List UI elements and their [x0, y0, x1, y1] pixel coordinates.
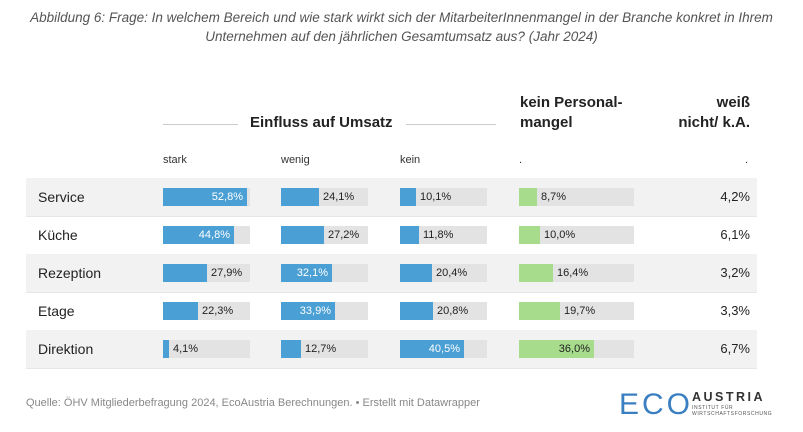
bar-value-label: 27,2% — [328, 229, 360, 241]
bar — [519, 302, 560, 320]
bar-track — [519, 264, 634, 282]
bar — [163, 188, 247, 206]
bar — [519, 188, 537, 206]
bar-value-label: 10,1% — [420, 191, 452, 203]
bar-value-label: 22,3% — [202, 305, 234, 317]
table-row — [26, 216, 757, 254]
bar-value-label: 24,1% — [323, 191, 355, 203]
bar-track — [400, 264, 487, 282]
header-dk-line1: weiß — [716, 94, 750, 111]
bar-value-label: 19,7% — [564, 305, 596, 317]
row-divider — [26, 368, 757, 369]
bar-track — [163, 226, 250, 244]
bar — [400, 302, 433, 320]
bar-value-label: 4,1% — [173, 343, 199, 355]
header-dk-line2: nicht/ k.A. — [678, 114, 750, 131]
bar — [400, 340, 464, 358]
bar-track — [281, 302, 368, 320]
bar — [281, 264, 332, 282]
subheader-wenig: wenig — [281, 154, 310, 166]
bar-track — [519, 302, 634, 320]
bar — [519, 226, 540, 244]
bar-track — [281, 226, 368, 244]
bar — [163, 340, 169, 358]
header-impact: Einfluss auf Umsatz — [250, 114, 393, 131]
row-label: Service — [38, 189, 85, 205]
bar-value-label: 16,4% — [557, 267, 589, 279]
bar — [400, 226, 419, 244]
source-note: Quelle: ÖHV Mitgliederbefragung 2024, Ec… — [26, 397, 480, 409]
bar — [519, 264, 553, 282]
bar-track — [519, 226, 634, 244]
ecoaustria-logo: ECO AUSTRIA INSTITUT FÜR WIRTSCHAFTSFORS… — [619, 388, 772, 421]
bar — [519, 340, 594, 358]
table-row — [26, 254, 757, 292]
logo-mark: ECO — [619, 388, 693, 421]
bar-value-label: 20,4% — [436, 267, 468, 279]
dont-know-value: 6,1% — [720, 227, 750, 242]
bar-value-label: 36,0% — [558, 343, 590, 355]
bar-value-label: 32,1% — [296, 267, 328, 279]
table-row — [26, 330, 757, 368]
bar-value-label: 27,9% — [211, 267, 243, 279]
header-no-staff-line2: mangel — [520, 114, 573, 131]
dont-know-value: 3,2% — [720, 265, 750, 280]
dont-know-value: 4,2% — [720, 189, 750, 204]
bar-value-label: 52,8% — [211, 191, 243, 203]
bar — [281, 226, 324, 244]
header-no-staff-line1: kein Personal- — [520, 94, 623, 111]
bar-track — [519, 340, 634, 358]
bar-track — [400, 302, 487, 320]
bar-track — [281, 188, 368, 206]
dont-know-value: 3,3% — [720, 303, 750, 318]
bar-track — [281, 340, 368, 358]
header-rule-right — [406, 124, 496, 125]
bar-track — [400, 226, 487, 244]
bar-value-label: 20,8% — [437, 305, 469, 317]
header-rule-left — [163, 124, 238, 125]
bar — [163, 226, 234, 244]
bar-value-label: 8,7% — [541, 191, 567, 203]
bar-value-label: 12,7% — [305, 343, 337, 355]
bar — [400, 188, 416, 206]
table-row — [26, 178, 757, 216]
row-label: Rezeption — [38, 265, 102, 281]
bar-track — [163, 340, 250, 358]
subheader-dot: . — [745, 154, 749, 166]
subheader-stark: stark — [163, 154, 187, 166]
bar-value-label: 40,5% — [428, 343, 460, 355]
subheader-dot: . — [519, 154, 523, 166]
bar-value-label: 33,9% — [299, 305, 331, 317]
bar-track — [163, 264, 250, 282]
row-label: Etage — [38, 303, 75, 319]
subheader-kein: kein — [400, 154, 421, 166]
bar-track — [519, 188, 634, 206]
bar — [281, 340, 301, 358]
chart-title: Abbildung 6: Frage: In welchem Bereich u… — [30, 10, 773, 44]
bar-value-label: 10,0% — [544, 229, 576, 241]
bar-track — [400, 188, 487, 206]
dont-know-value: 6,7% — [720, 341, 750, 356]
bar — [281, 188, 319, 206]
bar — [400, 264, 432, 282]
row-label: Direktion — [38, 341, 94, 357]
bar — [163, 302, 198, 320]
bar-value-label: 44,8% — [198, 229, 230, 241]
bar-track — [281, 264, 368, 282]
row-divider — [26, 292, 757, 293]
row-label: Küche — [38, 227, 78, 243]
bar-track — [163, 188, 250, 206]
bar-track — [400, 340, 487, 358]
logo-tagline-2: WIRTSCHAFTSFORSCHUNG — [692, 411, 772, 417]
logo-name: AUSTRIA — [692, 390, 765, 404]
logo-tagline-1: INSTITUT FÜR — [692, 404, 733, 411]
bar-value-label: 11,8% — [423, 229, 454, 241]
bar-track — [163, 302, 250, 320]
row-divider — [26, 216, 757, 217]
table-row — [26, 292, 757, 330]
bar — [163, 264, 207, 282]
bar — [281, 302, 335, 320]
